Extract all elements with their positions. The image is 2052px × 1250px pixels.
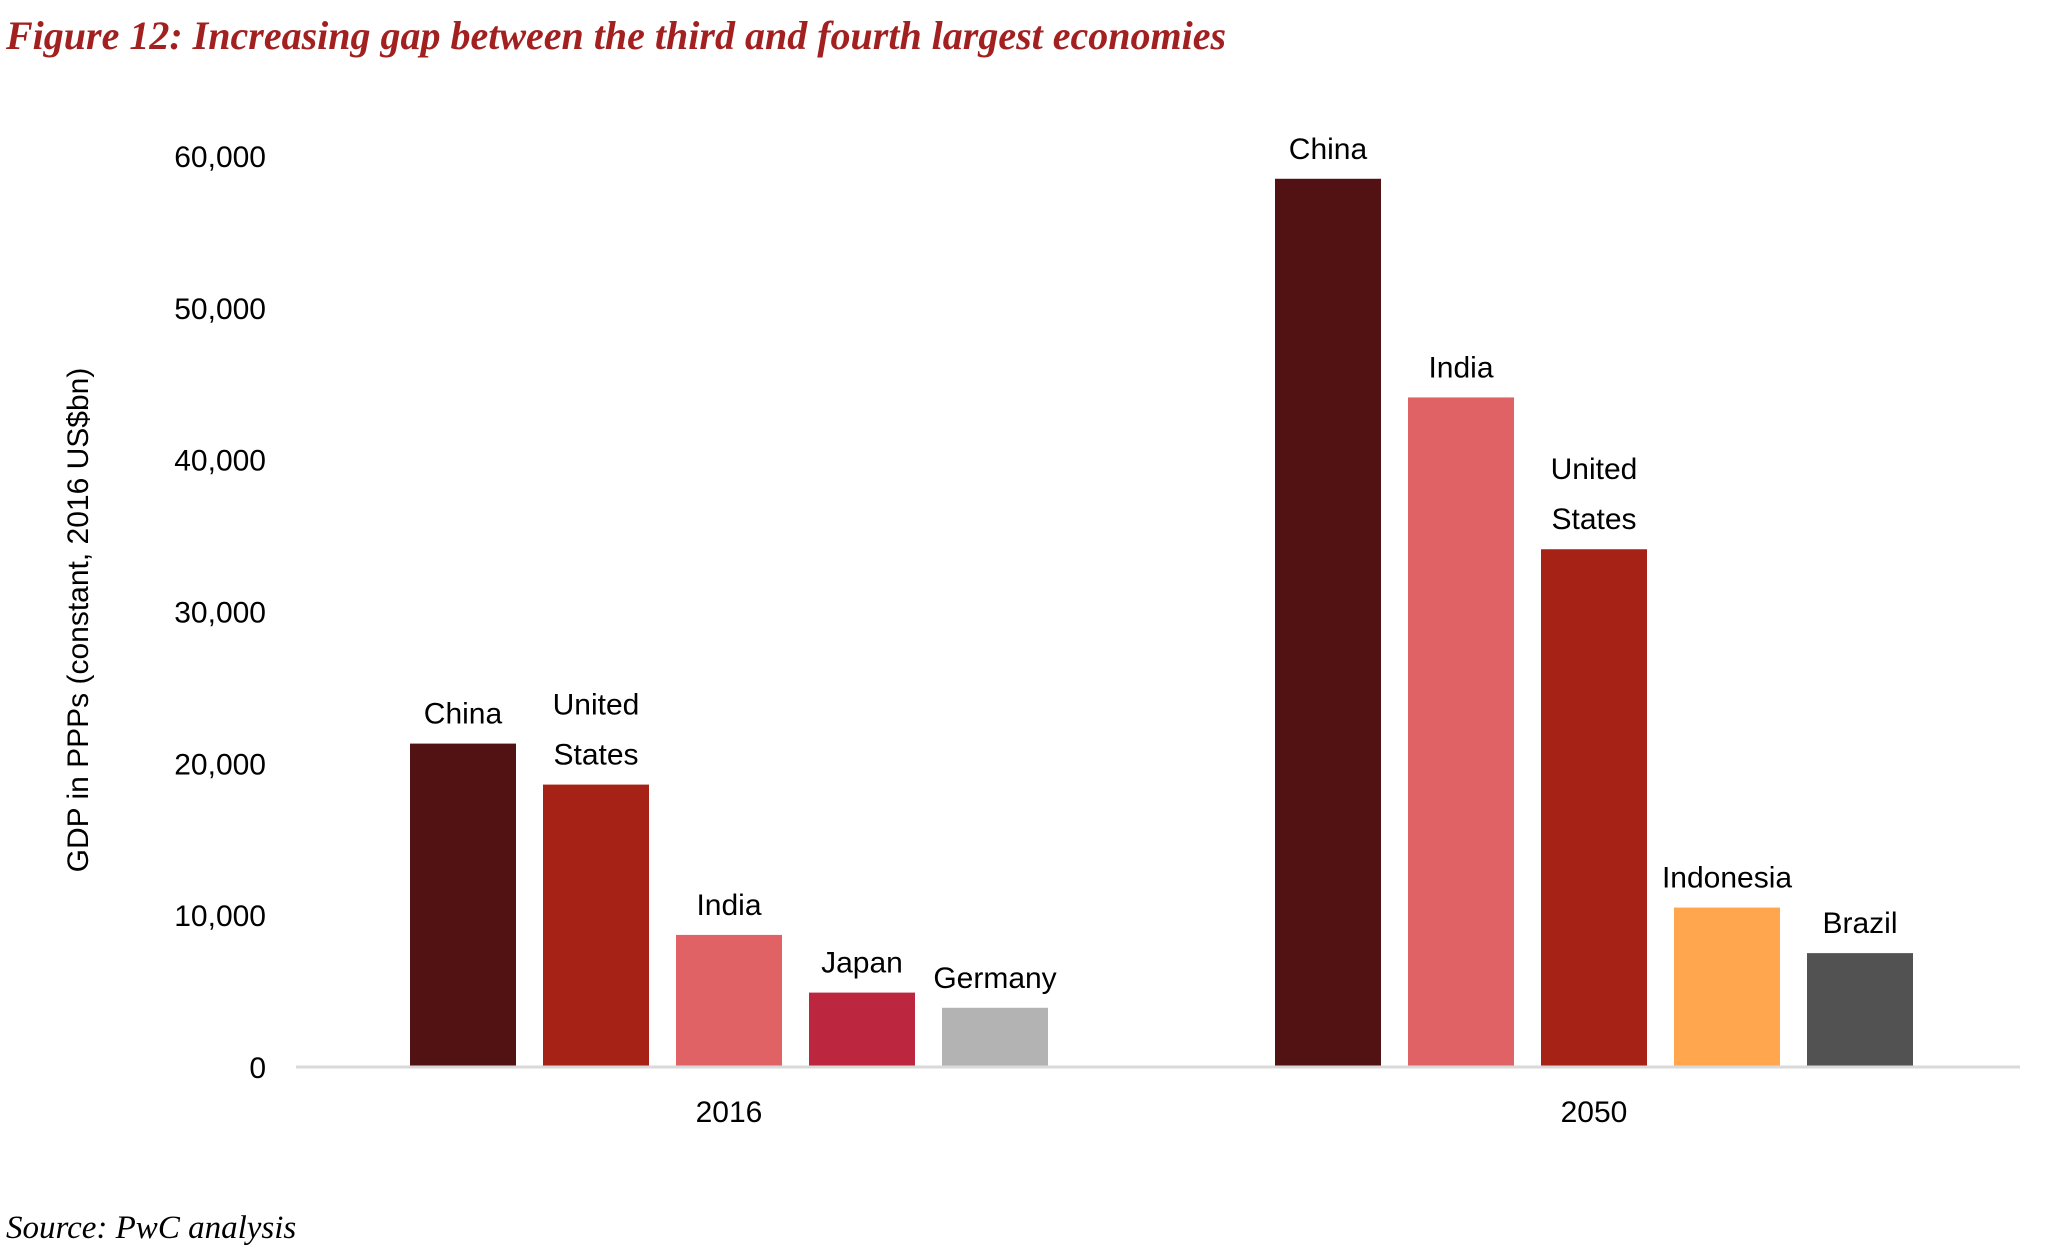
data-label-2050-brazil: Brazil <box>1822 907 1897 940</box>
data-label-2016-japan: Japan <box>821 947 903 980</box>
y-tick-label: 50,000 <box>174 293 266 326</box>
data-label-2050-indonesia: Indonesia <box>1662 862 1792 895</box>
data-label-2016-united-states: United States <box>553 689 640 772</box>
bar-2050-brazil <box>1807 953 1913 1067</box>
x-axis-labels: 2016 2050 <box>696 1096 1628 1129</box>
y-tick-label: 60,000 <box>174 141 266 174</box>
y-tick-label: 40,000 <box>174 445 266 478</box>
bar-2050-china <box>1275 178 1381 1067</box>
bar-2016-germany <box>942 1007 1048 1067</box>
y-axis-ticks: 0 10,000 20,000 30,000 40,000 50,000 60,000 <box>174 141 266 1085</box>
data-label-2016-india: India <box>696 889 761 922</box>
bar-2016-india <box>676 934 782 1067</box>
x-tick-label-2050: 2050 <box>1561 1096 1628 1129</box>
y-tick-label: 30,000 <box>174 597 266 630</box>
x-tick-label-2016: 2016 <box>696 1096 763 1129</box>
y-tick-label: 10,000 <box>174 900 266 933</box>
bar-2050-united-states <box>1541 549 1647 1067</box>
data-label-2016-china: China <box>424 698 503 731</box>
y-tick-label: 0 <box>249 1052 266 1085</box>
data-label-2050-china: China <box>1289 133 1368 166</box>
y-tick-label: 20,000 <box>174 748 266 781</box>
bar-labels: China United States India Japan Germany China I… <box>424 133 1898 995</box>
bar-2016-japan <box>809 992 915 1067</box>
data-label-2050-united-states: United States <box>1551 453 1638 536</box>
data-label-2050-india: India <box>1428 351 1493 384</box>
bars <box>410 178 1913 1067</box>
figure-title: Figure 12: Increasing gap between the th… <box>6 13 1227 58</box>
y-axis-title-group: GDP in PPPs (constant, 2016 US$bn) <box>62 368 95 873</box>
bar-2050-india <box>1408 397 1514 1067</box>
bar-2016-united-states <box>543 784 649 1067</box>
bar-chart: GDP in PPPs (constant, 2016 US$bn) 0 10,0… <box>62 133 2020 1129</box>
data-label-2016-germany: Germany <box>933 962 1056 995</box>
bar-2050-indonesia <box>1674 907 1780 1067</box>
figure-source: Source: PwC analysis <box>6 1210 297 1246</box>
bar-2016-china <box>410 743 516 1067</box>
y-axis-title: GDP in PPPs (constant, 2016 US$bn) <box>62 368 95 873</box>
